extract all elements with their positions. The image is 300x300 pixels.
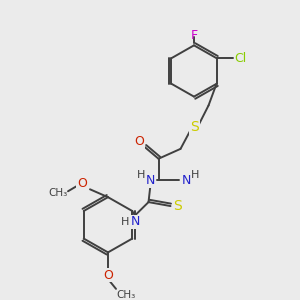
Text: N: N: [131, 215, 140, 228]
Text: S: S: [190, 120, 199, 134]
Text: H: H: [191, 169, 200, 179]
Text: F: F: [190, 29, 198, 42]
Text: O: O: [135, 136, 145, 148]
Text: O: O: [77, 177, 87, 190]
Text: O: O: [103, 268, 113, 282]
Text: CH₃: CH₃: [48, 188, 68, 198]
Text: N: N: [146, 174, 155, 187]
Text: S: S: [173, 199, 182, 213]
Text: Cl: Cl: [234, 52, 247, 65]
Text: H: H: [121, 217, 130, 227]
Text: H: H: [137, 169, 146, 179]
Text: N: N: [182, 174, 191, 187]
Text: CH₃: CH₃: [116, 290, 136, 300]
